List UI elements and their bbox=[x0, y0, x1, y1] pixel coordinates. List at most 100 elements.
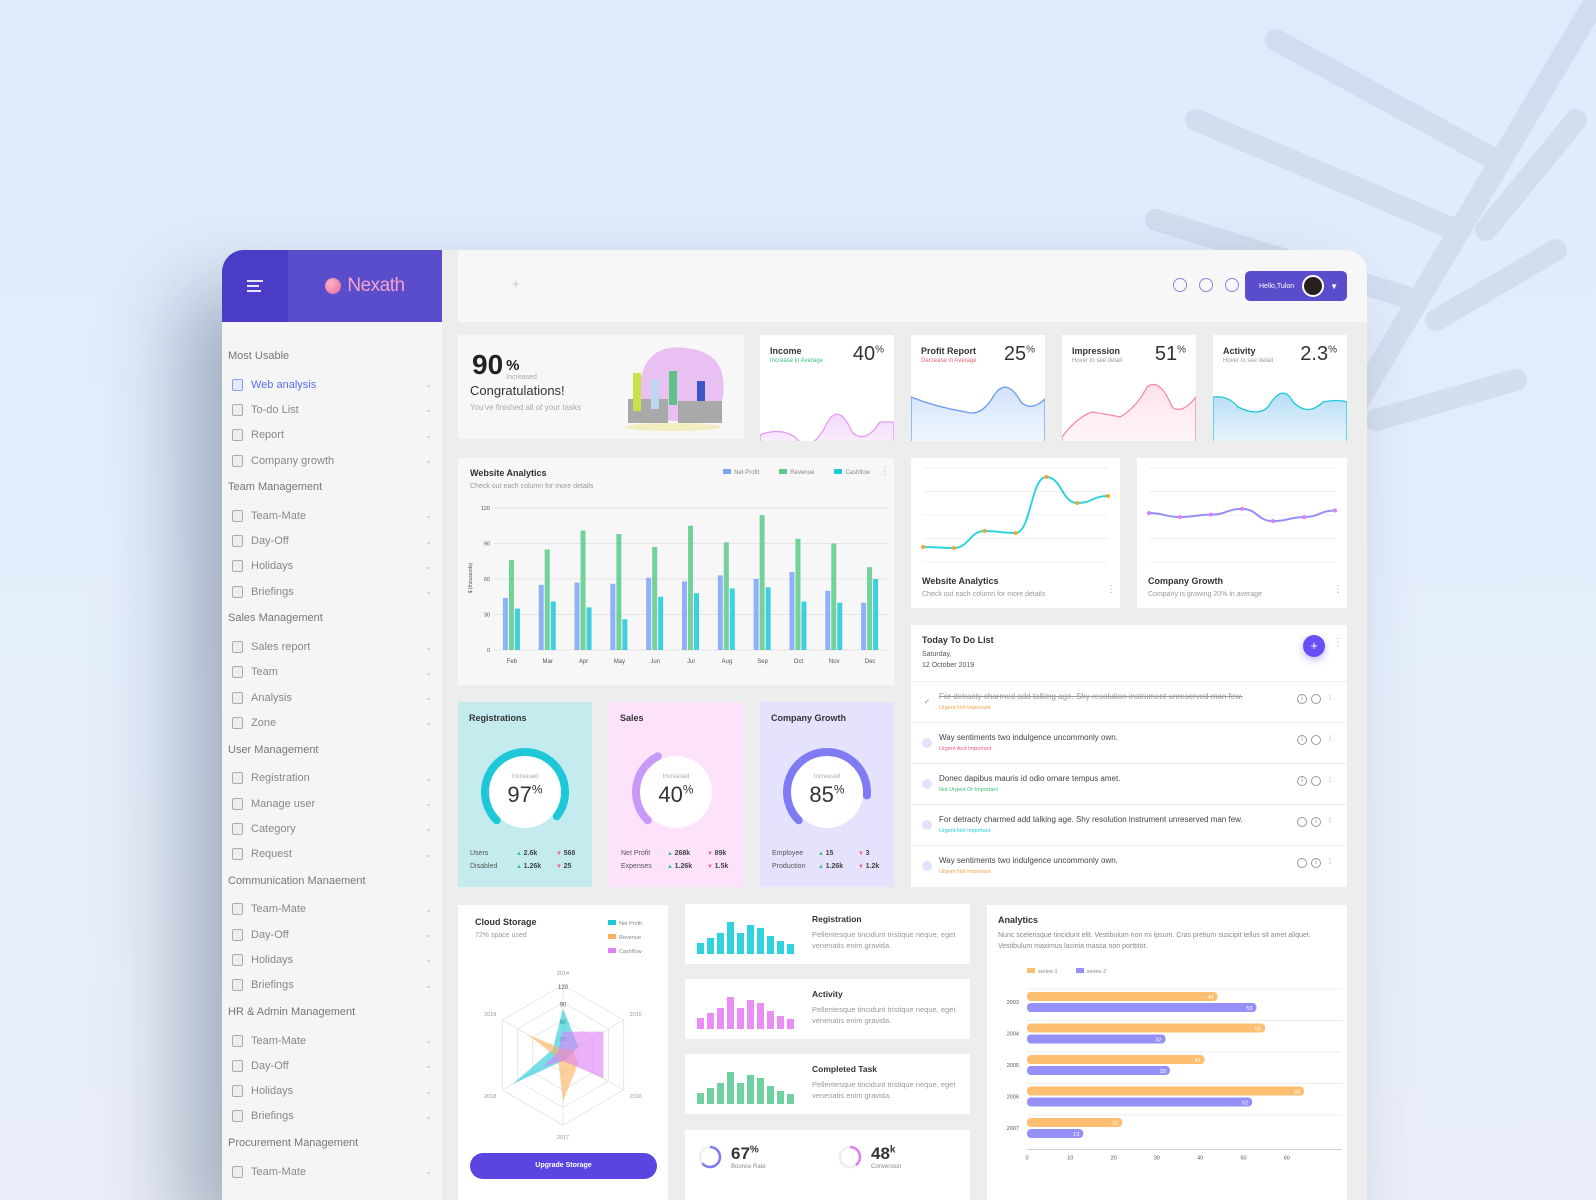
chevron-down-icon: ⌄ bbox=[425, 1111, 432, 1121]
notification-bell-icon[interactable] bbox=[1199, 278, 1213, 292]
sidebar-item[interactable]: Briefings ⌄ bbox=[228, 973, 436, 998]
more-options-icon[interactable]: ⋮ bbox=[1333, 584, 1343, 595]
add-tab-button[interactable]: + bbox=[512, 276, 520, 291]
sidebar-item[interactable]: Category ⌄ bbox=[228, 816, 436, 841]
more-options-icon[interactable]: ⋮ bbox=[1106, 584, 1116, 595]
more-options-icon[interactable]: ⋮ bbox=[1327, 777, 1333, 783]
kpi-value: 40% bbox=[852, 343, 884, 365]
stat-down: 89k bbox=[707, 850, 727, 857]
menu-toggle-button[interactable] bbox=[222, 250, 288, 322]
info-icon[interactable]: i bbox=[1311, 858, 1321, 868]
stat-label: Disabled bbox=[470, 863, 498, 870]
sidebar-item-label: Holidays bbox=[251, 560, 294, 573]
info-icon[interactable]: i bbox=[1297, 694, 1307, 704]
nav-section: HR & Admin Management Team-Mate ⌄ Day-Off ⌄ H… bbox=[228, 1006, 436, 1129]
todo-title: Today To Do List bbox=[922, 635, 994, 645]
sidebar-item[interactable]: To-do List ⌄ bbox=[228, 397, 436, 422]
todo-tag: Urgent Not Important bbox=[939, 705, 991, 711]
main-content: + Hello,Tulon ▼ 90 % Increased Congrat bbox=[458, 250, 1367, 1200]
kpi-sparkline bbox=[1062, 383, 1196, 441]
stat-up: 1.26k bbox=[516, 863, 556, 870]
todo-item[interactable]: For detracty charmed add talking age. Sh… bbox=[911, 804, 1347, 845]
clipboard-icon bbox=[232, 1110, 243, 1123]
todo-checkbox[interactable] bbox=[922, 861, 932, 871]
svg-text:Oct: Oct bbox=[794, 659, 804, 665]
sidebar-item[interactable]: Team-Mate ⌄ bbox=[228, 503, 436, 528]
sidebar-item[interactable]: Zone ⌄ bbox=[228, 710, 436, 735]
mini-card-desc: Pellentesque tincidunt tristique neque, … bbox=[812, 930, 956, 950]
todo-item[interactable]: Donec dapibus mauris id odio ornare temp… bbox=[911, 763, 1347, 804]
settings-gear-icon[interactable] bbox=[1225, 278, 1239, 292]
sidebar-item[interactable]: Sales report ⌄ bbox=[228, 634, 436, 659]
gauge: Increased 85% bbox=[777, 742, 877, 842]
sidebar-item[interactable]: Team ⌄ bbox=[228, 660, 436, 685]
todo-day: Saturday, bbox=[922, 651, 952, 658]
sidebar-item-label: Briefings bbox=[251, 1110, 294, 1123]
more-options-icon[interactable]: ⋮ bbox=[1327, 859, 1333, 865]
sidebar-item[interactable]: Web analysis ⌄ bbox=[228, 372, 436, 397]
sidebar-item[interactable]: Request ⌄ bbox=[228, 841, 436, 866]
sidebar-item[interactable]: Registration ⌄ bbox=[228, 766, 436, 791]
sidebar-item[interactable]: Company growth ⌄ bbox=[228, 448, 436, 473]
sidebar-item-label: Team-Mate bbox=[251, 1034, 307, 1047]
more-options-icon[interactable]: ⋮ bbox=[880, 466, 890, 477]
sidebar-item[interactable]: Team-Mate ⌄ bbox=[228, 1159, 436, 1184]
info-icon[interactable]: i bbox=[1297, 776, 1307, 786]
nav-section: Team Management Team-Mate ⌄ Day-Off ⌄ Holiday… bbox=[228, 481, 436, 604]
sidebar-item[interactable]: Team-Mate ⌄ bbox=[228, 897, 436, 922]
sidebar-item[interactable]: Report ⌄ bbox=[228, 423, 436, 448]
todo-item[interactable]: Way sentiments two indulgence uncommonly… bbox=[911, 722, 1347, 763]
company-growth-line-chart bbox=[1147, 467, 1337, 563]
timer-icon[interactable] bbox=[1297, 817, 1307, 827]
sidebar-item-label: Team-Mate bbox=[251, 1165, 307, 1178]
todo-checkbox[interactable] bbox=[922, 820, 932, 830]
kpi-value: 2.3% bbox=[1300, 343, 1337, 365]
sidebar-item[interactable]: Day-Off ⌄ bbox=[228, 1053, 436, 1078]
brand-logo[interactable]: Nexath bbox=[288, 250, 442, 322]
sidebar-item[interactable]: Team-Mate ⌄ bbox=[228, 1028, 436, 1053]
todo-text: For detracty charmed add talking age. Sh… bbox=[939, 692, 1243, 701]
sidebar-item[interactable]: Briefings ⌄ bbox=[228, 1104, 436, 1129]
kpi-value: 51% bbox=[1154, 343, 1186, 365]
sidebar-item-label: Briefings bbox=[251, 585, 294, 598]
stat-up: 15 bbox=[818, 850, 858, 857]
timer-icon[interactable] bbox=[1311, 776, 1321, 786]
upgrade-storage-button[interactable]: Upgrade Storage bbox=[470, 1153, 657, 1179]
todo-checkbox[interactable] bbox=[922, 738, 932, 748]
mini-card-desc: Pellentesque tincidunt tristique neque, … bbox=[812, 1005, 956, 1025]
sidebar-item-label: Analysis bbox=[251, 691, 292, 704]
sidebar-item[interactable]: Day-Off ⌄ bbox=[228, 922, 436, 947]
website-analytics-card: Website Analytics Check out each column … bbox=[458, 458, 894, 685]
chat-icon[interactable] bbox=[1173, 278, 1187, 292]
analytics-title: Analytics bbox=[998, 915, 1039, 925]
todo-item[interactable]: Way sentiments two indulgence uncommonly… bbox=[911, 845, 1347, 886]
chevron-down-icon: ⌄ bbox=[425, 824, 432, 834]
cloud-storage-radar-chart: 2014201520162017201820191209060300 bbox=[484, 971, 642, 1141]
cloud-storage-subtitle: 72% space used bbox=[475, 932, 527, 939]
sidebar-item[interactable]: Day-Off ⌄ bbox=[228, 528, 436, 553]
sidebar-item[interactable]: Analysis ⌄ bbox=[228, 685, 436, 710]
sidebar-item[interactable]: Holidays ⌄ bbox=[228, 947, 436, 972]
info-icon[interactable]: i bbox=[1297, 735, 1307, 745]
todo-checkbox[interactable]: ✓ bbox=[922, 697, 932, 707]
more-options-icon[interactable]: ⋮ bbox=[1327, 818, 1333, 824]
timer-icon[interactable] bbox=[1311, 694, 1321, 704]
more-options-icon[interactable]: ⋮ bbox=[1327, 695, 1333, 701]
todo-checkbox[interactable] bbox=[922, 779, 932, 789]
sidebar-item[interactable]: Manage user ⌄ bbox=[228, 791, 436, 816]
mini-card-title: Registration bbox=[812, 914, 862, 924]
sidebar-item[interactable]: Holidays ⌄ bbox=[228, 1079, 436, 1104]
more-options-icon[interactable]: ⋮ bbox=[1333, 637, 1343, 648]
sidebar-item-label: Registration bbox=[251, 772, 310, 785]
sidebar-item[interactable]: Holidays ⌄ bbox=[228, 554, 436, 579]
timer-icon[interactable] bbox=[1297, 858, 1307, 868]
more-options-icon[interactable]: ⋮ bbox=[1327, 736, 1333, 742]
clipboard-icon bbox=[232, 509, 243, 522]
timer-icon[interactable] bbox=[1311, 735, 1321, 745]
sidebar-item[interactable]: Briefings ⌄ bbox=[228, 579, 436, 604]
mini-card-title: Completed Task bbox=[812, 1064, 878, 1074]
user-menu-button[interactable]: Hello,Tulon ▼ bbox=[1245, 271, 1347, 301]
info-icon[interactable]: i bbox=[1311, 817, 1321, 827]
add-todo-button[interactable]: + bbox=[1303, 635, 1325, 657]
todo-item[interactable]: ✓ For detracty charmed add talking age. … bbox=[911, 681, 1347, 722]
